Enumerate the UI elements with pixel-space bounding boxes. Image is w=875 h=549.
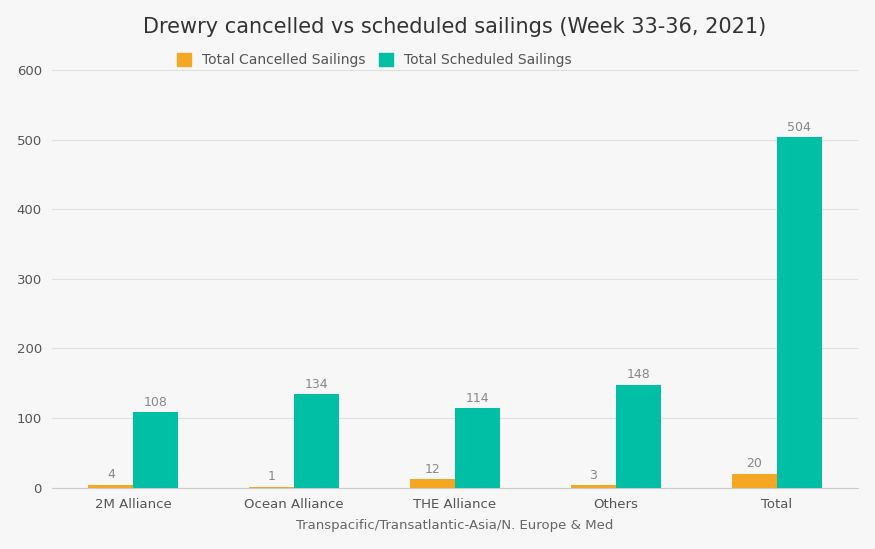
Text: 134: 134 bbox=[304, 378, 328, 391]
Title: Drewry cancelled vs scheduled sailings (Week 33-36, 2021): Drewry cancelled vs scheduled sailings (… bbox=[144, 16, 766, 37]
Text: 108: 108 bbox=[144, 396, 168, 409]
Text: 148: 148 bbox=[626, 368, 650, 381]
Bar bbox=[294, 394, 340, 488]
Legend: Total Cancelled Sailings, Total Scheduled Sailings: Total Cancelled Sailings, Total Schedule… bbox=[172, 48, 578, 72]
Text: 12: 12 bbox=[424, 463, 440, 476]
Text: 1: 1 bbox=[268, 470, 276, 484]
Text: 3: 3 bbox=[590, 469, 598, 482]
Bar bbox=[616, 385, 661, 488]
Bar bbox=[410, 479, 455, 488]
Text: 4: 4 bbox=[107, 468, 115, 481]
Bar bbox=[249, 487, 294, 488]
Text: 20: 20 bbox=[746, 457, 762, 470]
Text: 504: 504 bbox=[788, 120, 811, 133]
X-axis label: Transpacific/Transatlantic-Asia/N. Europe & Med: Transpacific/Transatlantic-Asia/N. Europ… bbox=[297, 519, 613, 533]
Bar bbox=[88, 485, 133, 488]
Bar bbox=[133, 412, 178, 488]
Bar bbox=[777, 137, 822, 488]
Bar bbox=[570, 485, 616, 488]
Text: 114: 114 bbox=[466, 392, 489, 405]
Bar bbox=[732, 474, 777, 488]
Bar bbox=[455, 408, 500, 488]
